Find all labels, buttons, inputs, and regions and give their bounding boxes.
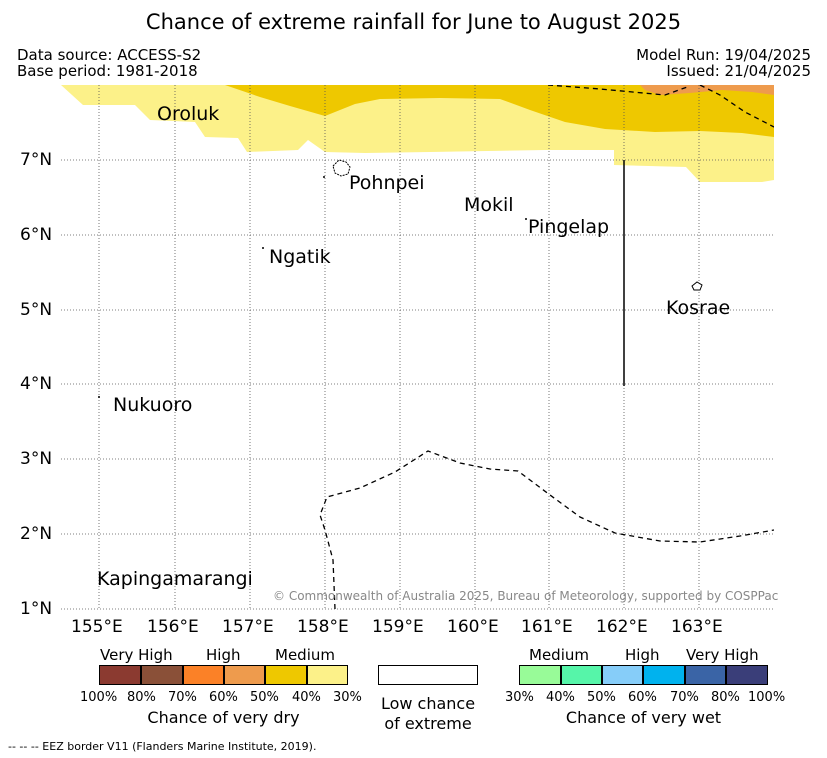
lon-label-160e: 160°E — [447, 617, 499, 637]
dry-swatch-40-30 — [307, 665, 348, 685]
lat-label-2n: 2°N — [20, 524, 53, 544]
place-label-mokil: Mokil — [464, 194, 514, 216]
place-label-pohnpei: Pohnpei — [349, 172, 425, 194]
wet-pct-80: 80% — [711, 690, 740, 705]
low-chance-swatch — [378, 665, 478, 685]
place-label-kosrae: Kosrae — [666, 297, 731, 319]
dry-pct-100: 100% — [80, 690, 118, 705]
dry-category-high: High — [206, 646, 241, 664]
eez-border — [319, 85, 774, 609]
lat-label-4n: 4°N — [20, 374, 53, 394]
longitude-gridlines — [98, 85, 700, 609]
wet-swatch-40-50 — [561, 665, 602, 685]
wet-swatch-50-60 — [602, 665, 643, 685]
wet-category-high: High — [625, 646, 660, 664]
dry-pct-50: 50% — [250, 690, 279, 705]
wet-category-medium: Medium — [529, 646, 589, 664]
wet-swatch-70-80 — [685, 665, 726, 685]
ngatik-island-dot — [262, 247, 264, 249]
lat-label-6n: 6°N — [20, 225, 53, 245]
wet-swatch-30-40 — [519, 665, 561, 685]
wet-pct-100: 100% — [748, 690, 786, 705]
wet-swatch-80-100 — [726, 665, 768, 685]
lon-label-158e: 158°E — [297, 617, 349, 637]
place-label-kapingamarangi: Kapingamarangi — [97, 568, 253, 590]
dry-pct-30: 30% — [333, 690, 362, 705]
map-title: Chance of extreme rainfall for June to A… — [145, 10, 682, 34]
dry-pct-70: 70% — [168, 690, 197, 705]
low-chance-caption-line2: of extreme — [384, 714, 472, 733]
wet-legend-caption: Chance of very wet — [565, 708, 722, 727]
nukuoro-island-dot — [98, 396, 100, 398]
wet-swatch-60-70 — [643, 665, 685, 685]
wet-pct-50: 50% — [587, 690, 616, 705]
wet-pct-30: 30% — [505, 690, 534, 705]
dry-swatch-100-80 — [99, 665, 141, 685]
latitude-gridlines — [61, 159, 774, 610]
wet-category-very-high: Very High — [686, 646, 759, 664]
lat-label-5n: 5°N — [20, 300, 53, 320]
wet-pct-70: 70% — [670, 690, 699, 705]
dry-category-medium: Medium — [275, 646, 335, 664]
issued-date: Issued: 21/04/2025 — [666, 62, 811, 80]
lon-label-157e: 157°E — [222, 617, 274, 637]
low-chance-caption-line1: Low chance — [380, 694, 476, 713]
kosrae-island-shape — [691, 281, 703, 291]
lon-label-162e: 162°E — [596, 617, 648, 637]
dry-swatch-80-70 — [141, 665, 183, 685]
dry-swatch-60-50 — [224, 665, 265, 685]
place-label-nukuoro: Nukuoro — [113, 394, 193, 416]
lat-label-7n: 7°N — [20, 150, 53, 170]
lon-label-156e: 156°E — [147, 617, 199, 637]
data-source: Data source: ACCESS-S2 — [17, 46, 202, 64]
dry-swatch-70-60 — [183, 665, 224, 685]
wet-pct-40: 40% — [546, 690, 575, 705]
pohnpei-islet-dot — [323, 176, 325, 178]
wet-pct-60: 60% — [628, 690, 657, 705]
dry-swatch-50-40 — [265, 665, 307, 685]
copyright-notice: © Commonwealth of Australia 2025, Bureau… — [273, 589, 779, 603]
place-label-ngatik: Ngatik — [269, 246, 331, 268]
place-label-oroluk: Oroluk — [157, 103, 220, 125]
dry-legend-caption: Chance of very dry — [147, 708, 300, 727]
mokil-island-dot — [525, 218, 527, 220]
pohnpei-island-shape — [332, 159, 351, 177]
lat-label-1n: 1°N — [20, 599, 53, 619]
place-label-pingelap: Pingelap — [528, 216, 610, 238]
very-dry-high-region — [225, 85, 774, 137]
dry-pct-80: 80% — [127, 690, 156, 705]
dry-category-very-high: Very High — [100, 646, 173, 664]
lon-label-155e: 155°E — [71, 617, 123, 637]
lon-label-159e: 159°E — [372, 617, 424, 637]
eez-footnote: -- -- -- EEZ border V11 (Flanders Marine… — [8, 740, 317, 753]
base-period: Base period: 1981-2018 — [17, 62, 198, 80]
model-run: Model Run: 19/04/2025 — [636, 46, 811, 64]
lat-label-3n: 3°N — [20, 449, 53, 469]
lon-label-163e: 163°E — [671, 617, 723, 637]
lon-label-161e: 161°E — [521, 617, 573, 637]
dry-pct-40: 40% — [292, 690, 321, 705]
dry-pct-60: 60% — [209, 690, 238, 705]
